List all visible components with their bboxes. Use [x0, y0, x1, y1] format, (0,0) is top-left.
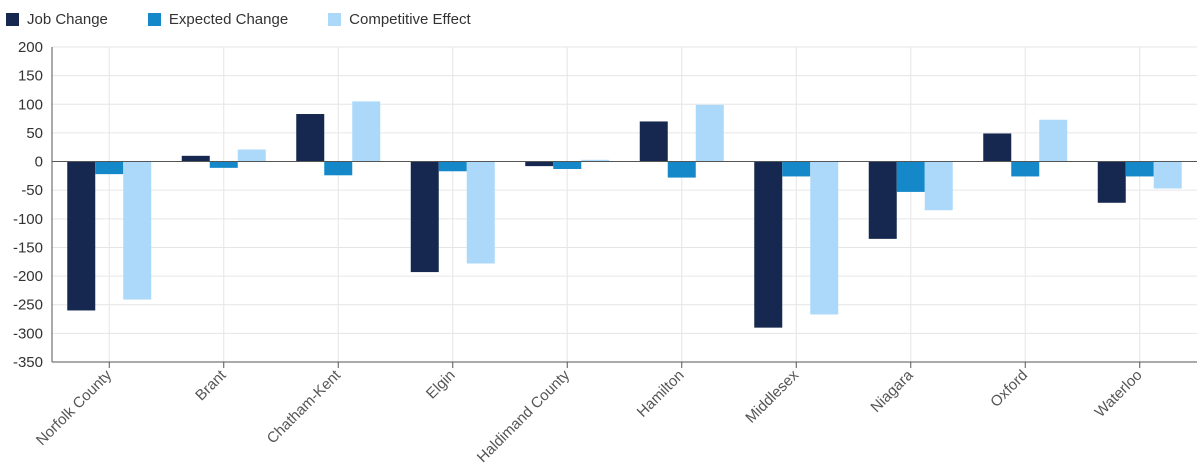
bar-expected-change-chatham-kent[interactable]	[324, 161, 353, 176]
y-axis-tick-labels: 200 150 100 50 0 -50 -100 -150 -200 -250 -300 -350	[13, 39, 43, 371]
x-tick-label: Oxford	[987, 367, 1031, 411]
y-tick-label: -150	[13, 239, 43, 256]
bar-job-change-niagara[interactable]	[868, 161, 897, 239]
y-tick-label: 150	[18, 68, 43, 85]
y-tick-label: -50	[21, 182, 43, 199]
y-tick-label: -300	[13, 325, 43, 342]
bar-competitive-effect-brant[interactable]	[237, 149, 266, 162]
bar-competitive-effect-oxford[interactable]	[1039, 119, 1068, 162]
bar-competitive-effect-middlesex[interactable]	[810, 161, 839, 315]
bar-expected-change-norfolk-county[interactable]	[95, 161, 124, 175]
x-tick-label: Middlesex	[742, 366, 802, 426]
y-tick-label: 100	[18, 96, 43, 113]
axes	[51, 47, 1197, 368]
legend-swatch-competitive-effect	[328, 13, 342, 26]
x-tick-label: Haldimand County	[474, 366, 574, 466]
bar-expected-change-haldimand-county[interactable]	[553, 161, 582, 169]
legend-swatch-job-change	[6, 13, 19, 26]
bar-competitive-effect-elgin[interactable]	[466, 161, 495, 264]
legend-label-competitive-effect: Competitive Effect	[349, 11, 471, 28]
bar-job-change-middlesex[interactable]	[754, 161, 783, 328]
bar-expected-change-waterloo[interactable]	[1125, 161, 1154, 177]
bar-competitive-effect-haldimand-county[interactable]	[581, 159, 610, 162]
legend-label-job-change: Job Change	[27, 11, 108, 28]
y-tick-label: 50	[26, 125, 43, 142]
x-tick-label: Niagara	[867, 366, 917, 416]
bar-competitive-effect-niagara[interactable]	[924, 161, 953, 211]
legend-label-expected-change: Expected Change	[168, 11, 289, 28]
y-tick-label: 200	[18, 39, 43, 56]
x-tick-label: Hamilton	[634, 367, 688, 421]
bars	[67, 101, 1182, 328]
x-tick-label: Elgin	[423, 367, 459, 403]
bar-expected-change-hamilton[interactable]	[667, 161, 696, 178]
x-axis-tick-labels: Norfolk County Brant Chatham-Kent Elgin Hald…	[33, 366, 1146, 466]
bar-job-change-hamilton[interactable]	[639, 121, 668, 162]
legend-item-competitive-effect[interactable]: Competitive Effect	[328, 11, 471, 28]
legend-item-job-change[interactable]: Job Change	[6, 11, 108, 28]
y-tick-label: -200	[13, 268, 43, 285]
x-tick-label: Brant	[192, 366, 230, 404]
bar-job-change-brant[interactable]	[181, 155, 210, 162]
bar-expected-change-niagara[interactable]	[896, 161, 925, 192]
bar-competitive-effect-chatham-kent[interactable]	[352, 101, 381, 162]
legend-item-expected-change[interactable]: Expected Change	[147, 11, 289, 28]
bar-competitive-effect-waterloo[interactable]	[1153, 161, 1182, 189]
bar-competitive-effect-norfolk-county[interactable]	[123, 161, 152, 300]
bar-expected-change-elgin[interactable]	[438, 161, 467, 172]
x-tick-label: Chatham-Kent	[264, 366, 345, 447]
y-tick-label: -350	[13, 354, 43, 371]
bar-job-change-haldimand-county[interactable]	[525, 161, 554, 167]
bar-job-change-norfolk-county[interactable]	[67, 161, 96, 311]
grid-lines	[52, 46, 1197, 363]
y-tick-label: 0	[35, 154, 43, 171]
bar-job-change-oxford[interactable]	[983, 133, 1012, 162]
bar-job-change-elgin[interactable]	[410, 161, 439, 273]
x-tick-label: Waterloo	[1092, 367, 1146, 421]
y-tick-label: -250	[13, 297, 43, 314]
y-tick-label: -100	[13, 211, 43, 228]
bar-job-change-chatham-kent[interactable]	[296, 114, 325, 162]
legend: Job Change Expected Change Competitive E…	[6, 11, 511, 28]
bar-expected-change-oxford[interactable]	[1011, 161, 1040, 177]
bar-expected-change-middlesex[interactable]	[782, 161, 811, 177]
bar-expected-change-brant[interactable]	[209, 161, 238, 168]
bar-job-change-waterloo[interactable]	[1097, 161, 1126, 203]
legend-swatch-expected-change	[147, 13, 161, 26]
bar-competitive-effect-hamilton[interactable]	[695, 104, 724, 162]
x-tick-label: Norfolk County	[33, 366, 116, 449]
